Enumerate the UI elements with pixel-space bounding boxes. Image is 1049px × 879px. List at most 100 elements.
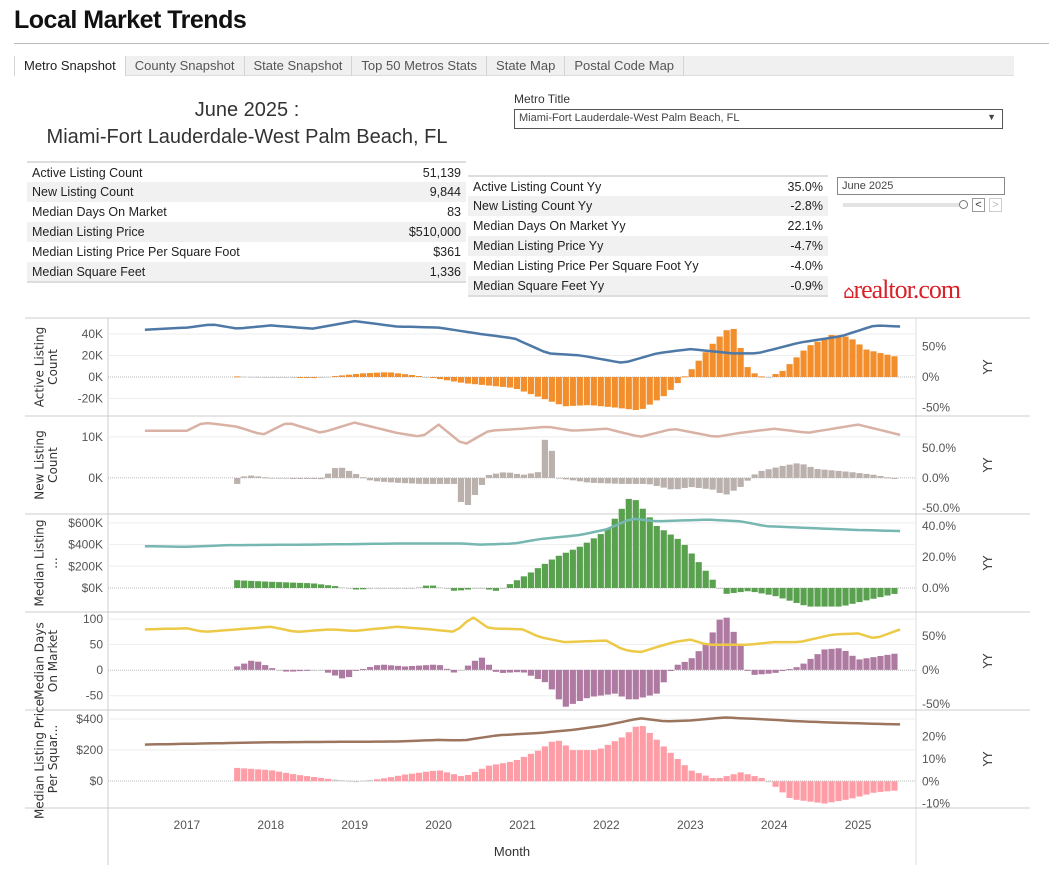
tab-postal-code-map[interactable]: Postal Code Map <box>565 56 685 76</box>
yy-bar <box>318 669 325 671</box>
kpi-row: Median Listing Price Per Square Foot Yy -… <box>468 256 828 276</box>
yy-bar <box>884 354 891 378</box>
y-tick-label: $200 <box>76 743 103 757</box>
kpi-table: Active Listing Count 51,139 New Listing Co… <box>27 161 466 283</box>
yy-bar <box>576 750 583 782</box>
yy-bar <box>506 472 513 478</box>
yy-bar <box>653 377 660 401</box>
previous-date-button[interactable]: < <box>972 198 985 212</box>
yy-bar <box>373 587 381 589</box>
yy-bar <box>443 668 451 670</box>
yy-bar <box>653 525 660 588</box>
yy-bar <box>325 376 332 378</box>
yy-bar <box>625 669 632 700</box>
tab-state-snapshot[interactable]: State Snapshot <box>245 56 353 76</box>
yy-bar <box>562 377 569 407</box>
yy-bar <box>723 587 730 594</box>
yy-bar <box>492 377 500 387</box>
yy-bar <box>835 470 842 478</box>
y2-tick-label: 40.0% <box>922 519 956 533</box>
yy-bar <box>311 583 318 588</box>
yy-bar <box>429 377 437 379</box>
metro-select-value: Miami-Fort Lauderdale-West Palm Beach, F… <box>519 112 740 124</box>
yy-bar <box>345 470 353 478</box>
yy-bar <box>401 774 409 782</box>
yy-bar <box>583 377 590 406</box>
yy-bar <box>849 587 856 604</box>
yy-bar <box>576 546 583 588</box>
yy-bar <box>373 372 381 378</box>
yy-bar <box>352 669 360 671</box>
tab-metro-snapshot[interactable]: Metro Snapshot <box>14 56 126 76</box>
yy-bar <box>485 474 493 478</box>
yy-bar <box>737 477 744 487</box>
yy-bar <box>891 356 898 378</box>
yy-bar <box>562 669 569 707</box>
yy-bar <box>401 374 409 378</box>
yy-bar <box>373 477 381 482</box>
yy-bar <box>639 508 646 588</box>
yy-bar <box>332 468 339 478</box>
tab-county-snapshot[interactable]: County Snapshot <box>126 56 245 76</box>
yy-bar <box>814 587 821 607</box>
yy-bar <box>485 765 493 782</box>
yy-bar <box>618 377 625 409</box>
kpi-row: New Listing Count 9,844 <box>27 182 466 202</box>
tab-top-50-metros-stats[interactable]: Top 50 Metros Stats <box>352 56 488 76</box>
y2-tick-label: -50% <box>922 697 950 711</box>
yy-bar <box>751 776 758 782</box>
dropdown-arrow-icon: ▼ <box>987 112 996 122</box>
yy-bar <box>513 759 520 782</box>
yy-bar <box>408 773 416 782</box>
yy-bar <box>415 772 423 782</box>
yy-bar <box>359 587 367 590</box>
y2-tick-label: -50.0% <box>922 501 960 515</box>
yy-bar <box>338 587 346 589</box>
yy-bar <box>304 477 311 479</box>
y-axis-label: Median Listing PricePer Squar... <box>33 699 60 819</box>
yy-bar <box>415 375 423 378</box>
metro-select[interactable]: Miami-Fort Lauderdale-West Palm Beach, F… <box>514 109 1003 129</box>
yy-bar <box>248 580 255 588</box>
date-slider-track[interactable] <box>843 203 966 207</box>
kpi-row: Median Days On Market 83 <box>27 202 466 222</box>
yy-bar <box>352 587 360 590</box>
yy-bar <box>681 765 688 782</box>
yy-bar <box>527 473 534 478</box>
yy-bar <box>709 477 716 490</box>
yy-bar <box>842 781 849 800</box>
yy-bar <box>891 587 898 594</box>
yy-bar <box>332 376 339 378</box>
yy-bar <box>646 669 653 696</box>
yy-bar <box>464 587 472 590</box>
yy-bar <box>625 498 632 588</box>
yy-bar <box>877 475 884 478</box>
yy-bar <box>751 373 758 378</box>
kpi-row: Median Square Feet 1,336 <box>27 262 466 282</box>
yy-bar <box>807 658 814 670</box>
yy-bar <box>555 740 562 782</box>
yy-bar <box>450 377 458 382</box>
y2-tick-label: 0.0% <box>922 581 950 595</box>
yy-bar <box>401 477 409 484</box>
yy-bar <box>534 472 541 478</box>
kpi-value: $510,000 <box>408 225 461 239</box>
y-tick-label: $0K <box>82 581 103 595</box>
yy-bar <box>387 665 395 670</box>
yy-bar <box>520 576 527 588</box>
yy-bar <box>311 377 318 379</box>
yy-bar <box>297 377 304 379</box>
yy-bar <box>695 360 702 378</box>
tab-state-map[interactable]: State Map <box>487 56 566 76</box>
yy-bar <box>569 549 576 588</box>
yy-bar <box>758 587 765 594</box>
y2-tick-label: 0% <box>922 663 940 677</box>
yy-bar <box>248 768 255 782</box>
date-slider-thumb[interactable] <box>959 200 968 209</box>
next-date-button[interactable]: > <box>989 198 1002 212</box>
yy-bar <box>709 343 716 378</box>
date-filter-input[interactable]: June 2025 <box>837 177 1005 195</box>
yy-bar <box>359 780 367 782</box>
yy-bar <box>290 582 297 588</box>
kpi-label: Median Square Feet Yy <box>473 278 605 293</box>
